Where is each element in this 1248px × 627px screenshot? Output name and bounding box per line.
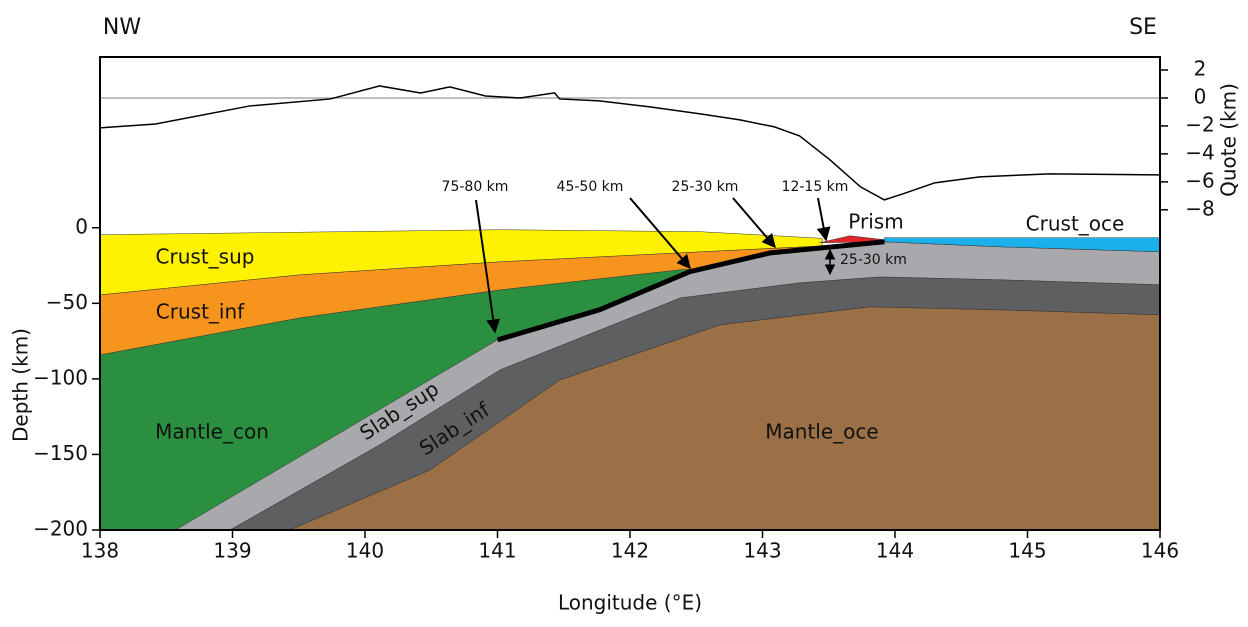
x-axis-label: Longitude (°E)	[558, 591, 702, 615]
annotation: 12-15 km	[782, 179, 849, 195]
annotation: 25-30 km	[672, 179, 739, 195]
y2-tick-label: −6	[1185, 168, 1214, 192]
direction-label: NW	[103, 15, 141, 40]
y2-tick-label: 0	[1194, 84, 1207, 108]
x-tick-label: 141	[478, 539, 516, 563]
direction-label: SE	[1129, 15, 1157, 40]
x-tick-label: 144	[876, 539, 914, 563]
x-tick-label: 145	[1008, 539, 1046, 563]
plot-area: Mantle_conCrust_infCrust_supMantle_oceSl…	[33, 57, 1215, 563]
x-tick-label: 143	[743, 539, 781, 563]
layer-label: Crust_inf	[156, 300, 245, 324]
y-tick-label: 0	[75, 214, 88, 238]
layer-label: Mantle_oce	[765, 420, 878, 444]
y2-tick-label: −4	[1185, 140, 1214, 164]
topography-line	[100, 86, 1160, 200]
y-tick-label: −200	[33, 517, 88, 541]
x-tick-label: 139	[213, 539, 251, 563]
annotation-arrow	[818, 198, 826, 240]
annotation: 75-80 km	[442, 179, 509, 195]
y2-axis-label: Quote (km)	[1217, 83, 1241, 197]
y2-tick-label: −2	[1185, 112, 1214, 136]
y-tick-label: −150	[33, 441, 88, 465]
layer-label: Mantle_con	[155, 420, 269, 444]
x-tick-label: 140	[346, 539, 384, 563]
y2-tick-label: −8	[1185, 196, 1214, 220]
plot-layer	[100, 86, 1160, 530]
layer-label: Prism	[848, 210, 903, 234]
annotation: 25-30 km	[840, 252, 907, 268]
y-axis-label: Depth (km)	[9, 328, 33, 442]
x-tick-label: 142	[611, 539, 649, 563]
y-tick-label: −100	[33, 365, 88, 389]
x-tick-label: 138	[81, 539, 119, 563]
y-tick-label: −50	[46, 290, 88, 314]
layer-label: Crust_oce	[1026, 212, 1125, 236]
y2-tick-label: 2	[1194, 57, 1207, 81]
x-tick-label: 146	[1141, 539, 1179, 563]
annotation: 45-50 km	[557, 179, 624, 195]
layer-label: Crust_sup	[156, 245, 255, 269]
chart: NW SE Longitude (°E) Depth (km) Quote (k…	[0, 0, 1248, 623]
